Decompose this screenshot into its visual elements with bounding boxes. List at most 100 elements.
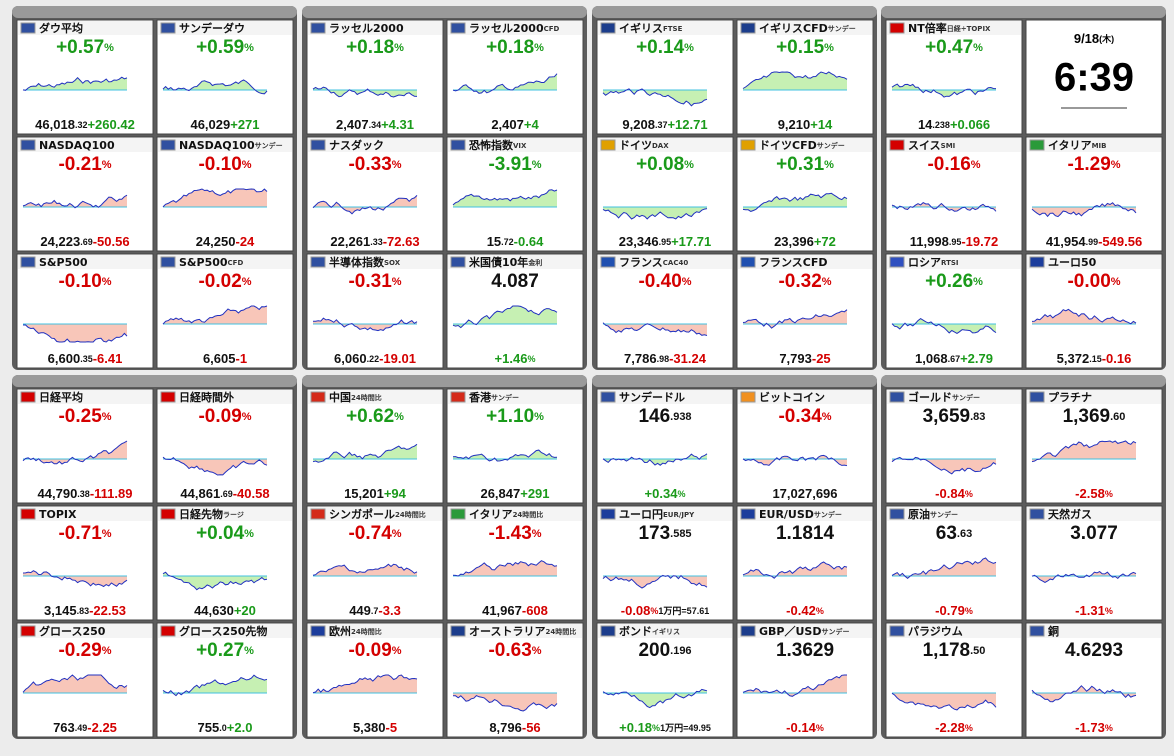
headline: -0.32% bbox=[778, 271, 831, 292]
headline-small: % bbox=[1111, 159, 1121, 171]
tile-name: S&P500 bbox=[39, 256, 88, 269]
tile: イギリスCFDサンデー +0.15% 9,210+14 bbox=[736, 19, 874, 135]
flag bbox=[160, 508, 176, 520]
headline-value: 200 bbox=[638, 640, 670, 661]
footer: 1,068.67+2.79 bbox=[915, 351, 993, 366]
headline-small: .60 bbox=[1110, 411, 1125, 423]
tile: 恐怖指数VIX -3.91% 15.72-0.64 bbox=[446, 136, 584, 252]
footer: -0.08%1万円=57.61 bbox=[621, 603, 709, 618]
header-bg bbox=[18, 390, 152, 404]
tile-name: ドイツDAX bbox=[619, 139, 669, 152]
tile-name: ラッセル2000CFD bbox=[469, 22, 560, 35]
footer: -0.14% bbox=[786, 720, 824, 735]
tile-bg bbox=[885, 19, 1023, 135]
headline: +0.15% bbox=[776, 37, 834, 58]
tile: サンデードル 146.938 +0.34% bbox=[596, 388, 734, 504]
weekday: (木) bbox=[1099, 33, 1114, 44]
footer-change: -0.64 bbox=[514, 234, 544, 249]
tile-name: グロース250 bbox=[39, 624, 106, 638]
tile: サンデーダウ +0.59% 46,029+271 bbox=[156, 19, 294, 135]
headline: +0.62% bbox=[346, 406, 404, 427]
sparkline-area bbox=[163, 675, 267, 696]
footer-change: +2.0 bbox=[227, 720, 253, 735]
footer-value: 24,250 bbox=[196, 234, 236, 249]
sparkline-area bbox=[313, 195, 417, 214]
tile-sub: 24時間比 bbox=[395, 510, 426, 519]
tile-bg bbox=[885, 136, 1023, 252]
sparkline bbox=[891, 201, 997, 212]
header-bg bbox=[738, 390, 872, 404]
header-bg bbox=[887, 507, 1021, 521]
headline-small: % bbox=[392, 276, 402, 288]
sparkline bbox=[891, 692, 997, 711]
sparkline bbox=[602, 574, 708, 589]
footer-change: -25 bbox=[812, 351, 831, 366]
flag bbox=[310, 22, 326, 34]
header-bg bbox=[448, 390, 582, 404]
tile-bg bbox=[736, 388, 874, 504]
tile-name: 中国24時間比 bbox=[329, 390, 382, 404]
headline: +0.08% bbox=[636, 154, 694, 175]
footer-change: +271 bbox=[230, 117, 259, 132]
sparkline-area bbox=[453, 73, 557, 94]
sparkline bbox=[23, 324, 128, 343]
headline-small: % bbox=[684, 42, 694, 54]
footer-value: 46,029 bbox=[190, 117, 230, 132]
tile: フランスCAC40 -0.40% 7,786.98-31.24 bbox=[596, 253, 734, 369]
tile: ロシアRTSI +0.26% 1,068.67+2.79 bbox=[885, 253, 1023, 369]
footer-small: .98 bbox=[657, 354, 670, 364]
tile-name: ダウ平均 bbox=[39, 21, 83, 35]
flag bbox=[740, 391, 756, 403]
headline: -0.31% bbox=[348, 271, 401, 292]
tile-name: サンデードル bbox=[619, 390, 685, 404]
tile-name: イギリスCFDサンデー bbox=[759, 21, 856, 35]
tile-bg bbox=[446, 136, 584, 252]
footer: 3,145.83-22.53 bbox=[44, 603, 126, 618]
headline: -0.00% bbox=[1067, 271, 1120, 292]
headline-small: % bbox=[971, 159, 981, 171]
sparkline-area bbox=[1032, 685, 1136, 702]
headline-small: % bbox=[1111, 276, 1121, 288]
headline: 3,659.83 bbox=[923, 406, 986, 427]
tile: NASDAQ100 -0.21% 24,223.69-50.56 bbox=[16, 136, 154, 252]
tile: ユーロ50 -0.00% 5,372.15-0.16 bbox=[1025, 253, 1163, 369]
flag bbox=[889, 256, 905, 268]
sparkline-area bbox=[23, 324, 127, 342]
headline: -0.71% bbox=[58, 523, 111, 544]
footer-value: +0.18 bbox=[619, 720, 652, 735]
tile-name: フランスCFD bbox=[759, 256, 828, 269]
headline-small: % bbox=[973, 276, 983, 288]
tile-sub: 金利 bbox=[527, 258, 542, 267]
tile: ラッセル2000 +0.18% 2,407.34+4.31 bbox=[306, 19, 444, 135]
headline-small: % bbox=[392, 645, 402, 657]
header-bg bbox=[887, 138, 1021, 152]
footer: 763.49-2.25 bbox=[53, 720, 117, 735]
headline: -0.21% bbox=[58, 154, 111, 175]
footer: 17,027,696 bbox=[772, 486, 837, 501]
footer: 26,847+291 bbox=[480, 486, 549, 501]
footer: 6,060.22-19.01 bbox=[334, 351, 416, 366]
headline-value: +0.47 bbox=[925, 37, 973, 58]
footer-small: % bbox=[816, 723, 824, 733]
tile: 半導体指数SOX -0.31% 6,060.22-19.01 bbox=[306, 253, 444, 369]
flag bbox=[1029, 391, 1045, 403]
footer-small: % bbox=[652, 723, 660, 733]
headline-value: +1.10 bbox=[486, 406, 534, 427]
tile-bg bbox=[156, 253, 294, 369]
footer-small: .95 bbox=[949, 237, 962, 247]
footer: 9,210+14 bbox=[778, 117, 833, 132]
tile-name: ボンドイギリス bbox=[619, 624, 680, 638]
footer-change: +260.42 bbox=[87, 117, 134, 132]
footer-value: 5,380 bbox=[353, 720, 386, 735]
header-bg bbox=[308, 255, 442, 269]
tile-name: EUR/USD bbox=[759, 508, 814, 521]
headline: +0.47% bbox=[925, 37, 983, 58]
headline: +0.26% bbox=[925, 271, 983, 292]
flag bbox=[160, 625, 176, 637]
headline-small: % bbox=[824, 42, 834, 54]
footer: 44,861.69-40.58 bbox=[180, 486, 269, 501]
tile-bg bbox=[306, 19, 444, 135]
headline-value: -0.10 bbox=[198, 154, 241, 175]
footer-small: .15 bbox=[1089, 354, 1102, 364]
tile-name: シンガポール bbox=[329, 507, 395, 521]
